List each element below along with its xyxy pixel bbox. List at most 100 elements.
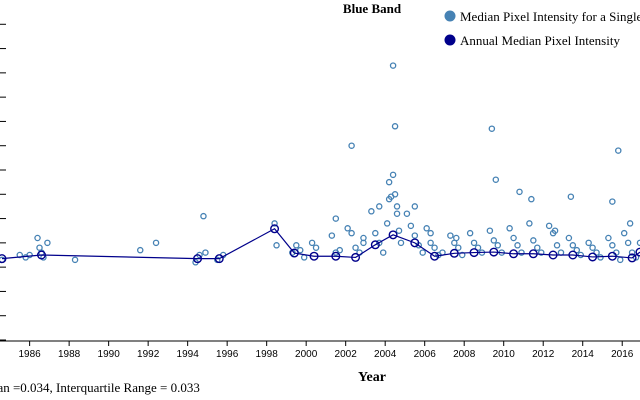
x-tick-label: 1998 [256,349,279,360]
single-image-point [585,239,592,247]
x-tick-label: 2008 [453,349,476,360]
x-tick-label: 2006 [414,349,437,360]
single-image-point [609,198,616,205]
single-image-point [403,210,411,217]
single-image-point [516,188,523,196]
single-image-point [427,229,434,237]
chart-title: Blue Band [343,1,402,16]
single-image-point [624,239,632,247]
single-image-points [0,62,640,266]
annual-median-point [469,248,479,258]
single-image-point [470,239,478,247]
annual-median-point [528,249,538,259]
single-image-point [490,237,498,244]
single-image-point [597,254,604,261]
x-tick-label: 1994 [177,349,200,360]
single-image-point [518,249,525,256]
x-axis-label: Year [358,370,386,385]
single-image-point [34,234,41,242]
single-image-point [273,242,280,249]
single-image-point [626,220,634,227]
single-image-point [616,256,624,264]
single-image-point [152,239,160,247]
single-image-point [44,239,51,247]
single-image-point [391,191,399,198]
annual-median-point [309,251,319,261]
single-image-point [565,234,573,242]
single-image-point [528,195,535,203]
single-image-point [453,234,460,242]
x-tick-label: 1992 [137,349,160,360]
x-tick-label: 1990 [98,349,121,360]
legend: Median Pixel Intensity for a Single Imag… [444,9,640,48]
single-image-point [389,62,397,69]
legend-annual-marker [444,34,456,46]
annual-median-point [289,248,299,258]
single-image-point [431,244,438,251]
x-tick-label: 2014 [572,349,595,360]
annual-median-point [36,250,46,260]
y-axis [0,23,6,341]
single-image-point [537,249,545,256]
single-image-point [589,244,596,251]
single-image-point [332,215,340,222]
legend-single-marker [444,10,456,22]
single-image-point [605,234,612,242]
single-image-point [407,222,415,230]
single-image-point [545,222,553,230]
annual-median-point [214,254,224,264]
single-image-point [567,193,575,200]
single-image-point [534,244,541,251]
single-image-point [636,239,640,247]
single-image-point [393,210,401,217]
single-image-point [466,229,474,237]
single-image-point [557,249,565,256]
single-image-point [389,171,397,179]
single-image-point [300,254,308,261]
x-tick-label: 2010 [493,349,516,360]
single-image-point [411,203,419,210]
single-image-point [383,220,391,227]
annual-median-point [331,251,341,261]
single-image-point [312,244,320,251]
single-image-point [348,142,355,149]
single-image-point [514,242,521,249]
annual-median-point [588,252,598,262]
legend-single-label: Median Pixel Intensity for a Single Imag… [460,9,640,24]
stats-summary: Median =0.034, Interquartile Range = 0.0… [0,380,200,395]
single-image-point [615,147,622,154]
annual-median-point [0,254,7,264]
single-image-point [376,203,383,210]
single-image-point [26,251,33,259]
single-image-point [474,244,482,251]
annual-median-point [193,254,203,264]
annual-median-point [410,238,420,248]
single-image-point [360,234,367,242]
annual-median-point [449,248,459,258]
single-image-point [447,232,454,239]
annual-median-point [270,224,280,234]
single-image-point [352,244,359,251]
single-image-point [628,249,636,256]
single-image-point [553,242,561,249]
x-tick-label: 2004 [374,349,397,360]
x-tick-label: 1988 [58,349,81,360]
annual-median-point [489,247,499,257]
single-image-point [620,229,628,237]
legend-annual-label: Annual Median Pixel Intensity [460,33,620,48]
annual-median-point [548,250,558,260]
x-tick-label: 2002 [335,349,358,360]
single-image-point [419,249,426,256]
single-image-point [336,246,344,254]
single-image-point [348,229,355,237]
single-image-point [368,208,375,215]
annual-median-point [351,252,361,262]
single-image-point [492,176,500,183]
single-image-point [526,220,533,227]
single-image-point [393,203,401,210]
x-axis: 1986 1988 1990 1992 1994 1996 1998 2000 2002 2004… [0,340,640,360]
single-image-point [494,242,502,249]
x-tick-label: 1986 [19,349,42,360]
single-image-point [530,237,537,244]
annual-median-points [0,224,640,264]
